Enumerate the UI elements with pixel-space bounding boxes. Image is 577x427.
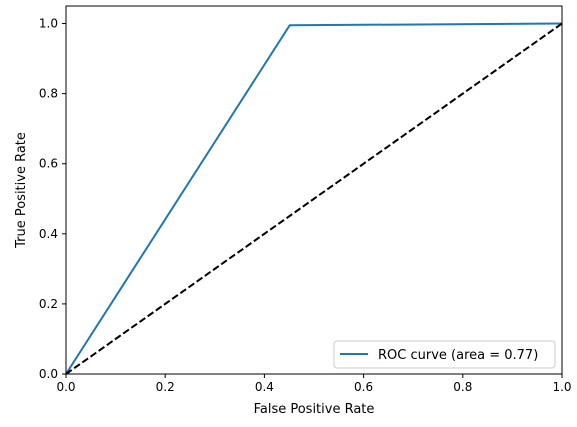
diagonal-reference-line <box>65 22 563 375</box>
y-tick-label: 0.8 <box>39 87 58 101</box>
x-tick-label: 1.0 <box>552 380 571 394</box>
series-layer <box>65 22 563 375</box>
legend-box <box>333 340 556 369</box>
y-tick-label: 1.0 <box>39 17 58 31</box>
plot-area <box>66 6 562 374</box>
x-tick-label: 0.8 <box>453 380 472 394</box>
y-tick-label: 0.2 <box>39 297 58 311</box>
plot-frame <box>65 5 563 375</box>
x-ticks: 0.0 0.2 0.4 0.6 0.8 1.0 <box>56 374 572 394</box>
y-ticks: 0.0 0.2 0.4 0.6 0.8 1.0 <box>39 17 66 381</box>
y-tick-label: 0.4 <box>39 227 58 241</box>
x-tick-label: 0.6 <box>354 380 373 394</box>
y-axis-label: True Positive Rate <box>14 132 29 249</box>
y-tick-label: 0.0 <box>39 367 58 381</box>
x-axis-label: False Positive Rate <box>254 402 375 417</box>
x-tick-label: 0.0 <box>56 380 75 394</box>
y-tick-label: 0.6 <box>39 157 58 171</box>
roc-curve-line <box>65 22 563 375</box>
x-tick-label: 0.4 <box>255 380 274 394</box>
x-tick-label: 0.2 <box>156 380 175 394</box>
legend: ROC curve (area = 0.77) <box>333 340 556 369</box>
legend-entry-roc: ROC curve (area = 0.77) <box>378 348 538 363</box>
